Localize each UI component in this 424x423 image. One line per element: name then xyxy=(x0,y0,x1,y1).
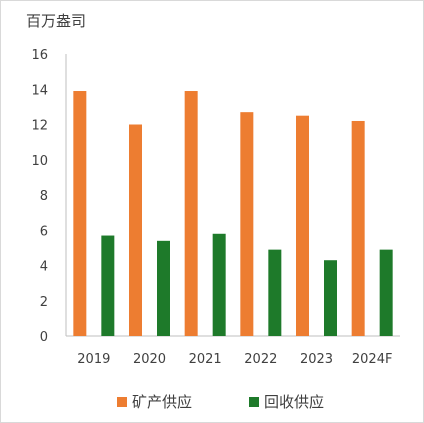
x-tick-label: 2019 xyxy=(77,352,110,367)
x-tick-label: 2023 xyxy=(300,352,333,367)
y-axis-ticks: 0 2 4 6 8 10 12 14 16 xyxy=(31,48,48,345)
bar-mine-2024f xyxy=(351,120,365,336)
bar-mine-2021 xyxy=(184,91,198,336)
bars xyxy=(73,91,393,336)
legend: 矿产供应 回收供应 xyxy=(117,393,324,411)
y-tick-label: 14 xyxy=(31,83,48,98)
x-tick-label: 2024F xyxy=(352,352,393,367)
y-tick-label: 4 xyxy=(40,260,48,275)
x-tick-label: 2020 xyxy=(133,352,166,367)
y-tick-label: 8 xyxy=(40,189,48,204)
y-tick-label: 12 xyxy=(31,119,48,134)
bar-recycle-2020 xyxy=(157,240,170,336)
unit-label: 百万盎司 xyxy=(26,12,86,30)
legend-swatch xyxy=(117,397,127,407)
bar-mine-2020 xyxy=(129,124,142,336)
legend-label: 矿产供应 xyxy=(132,393,192,411)
legend-swatch xyxy=(249,397,259,407)
bar-mine-2023 xyxy=(296,115,309,336)
bar-recycle-2022 xyxy=(268,249,282,336)
y-tick-label: 2 xyxy=(40,295,48,310)
bar-recycle-2023 xyxy=(324,260,337,336)
y-tick-label: 10 xyxy=(31,154,48,169)
bar-mine-2022 xyxy=(240,112,254,336)
y-tick-label: 0 xyxy=(40,330,48,345)
x-tick-label: 2021 xyxy=(189,352,222,367)
y-tick-label: 6 xyxy=(40,224,48,239)
x-axis-ticks: 2019 2020 2021 2022 2023 2024F xyxy=(77,352,392,367)
y-tick-label: 16 xyxy=(31,48,48,63)
bar-recycle-2021 xyxy=(212,233,226,336)
bar-recycle-2024f xyxy=(379,249,393,336)
bar-recycle-2019 xyxy=(101,235,115,336)
bar-mine-2019 xyxy=(73,91,87,336)
x-tick-label: 2022 xyxy=(244,352,277,367)
legend-label: 回收供应 xyxy=(264,393,324,411)
